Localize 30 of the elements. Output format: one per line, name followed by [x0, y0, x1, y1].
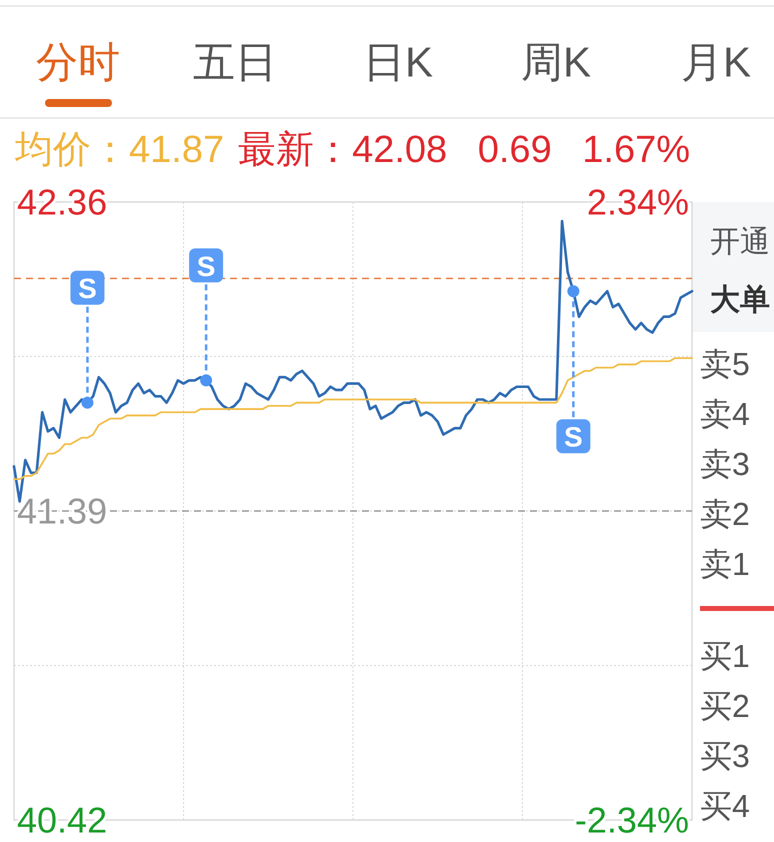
y2-tick-label: -2.34% [574, 800, 689, 840]
text: 卖4 [700, 396, 750, 432]
text: 卖3 [700, 446, 750, 482]
text: 日K [362, 38, 434, 86]
text: 周K [520, 38, 592, 86]
text: 五日 [193, 38, 277, 86]
text: 最新：42.08 0.69 1.67% [238, 129, 690, 171]
data-label: S [78, 273, 97, 304]
text: 开通 [710, 226, 770, 258]
point [200, 374, 212, 386]
text: 买4 [700, 788, 750, 824]
point [81, 396, 94, 409]
text: 买1 [700, 638, 750, 674]
text: 分时 [36, 38, 120, 86]
line-series [13, 357, 693, 480]
text: 月K [680, 38, 752, 86]
text: 均价：41.87 [14, 129, 224, 171]
text: 卖1 [700, 546, 750, 582]
text: 买2 [700, 688, 750, 724]
text: 买3 [700, 738, 750, 774]
y-tick-label: 40.42 [17, 800, 108, 840]
data-label: S [196, 250, 216, 282]
text: 卖2 [700, 496, 750, 532]
y-tick-label: 42.36 [17, 182, 108, 222]
point [567, 285, 580, 298]
y2-tick-label: 2.34% [586, 182, 689, 222]
data-label: S [564, 422, 583, 453]
y-tick-label: 41.39 [17, 490, 108, 532]
text: 大单 [710, 284, 770, 316]
text: 卖5 [700, 346, 750, 382]
